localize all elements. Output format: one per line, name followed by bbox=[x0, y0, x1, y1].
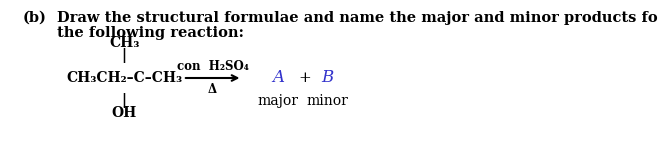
Text: |: | bbox=[122, 48, 127, 63]
Text: con  H₂SO₄: con H₂SO₄ bbox=[177, 60, 249, 73]
Text: OH: OH bbox=[112, 106, 137, 120]
Text: Δ: Δ bbox=[208, 83, 217, 96]
Text: CH₃CH₂–C–CH₃: CH₃CH₂–C–CH₃ bbox=[66, 71, 182, 85]
Text: CH₃: CH₃ bbox=[109, 36, 139, 50]
Text: the following reaction:: the following reaction: bbox=[57, 26, 244, 40]
Text: |: | bbox=[122, 93, 127, 108]
Text: B: B bbox=[322, 70, 334, 87]
Text: Draw the structural formulae and name the major and minor products for: Draw the structural formulae and name th… bbox=[57, 11, 658, 25]
Text: +: + bbox=[299, 71, 311, 85]
Text: major: major bbox=[258, 94, 299, 108]
Text: (b): (b) bbox=[23, 11, 47, 25]
Text: A: A bbox=[272, 70, 284, 87]
Text: minor: minor bbox=[307, 94, 349, 108]
